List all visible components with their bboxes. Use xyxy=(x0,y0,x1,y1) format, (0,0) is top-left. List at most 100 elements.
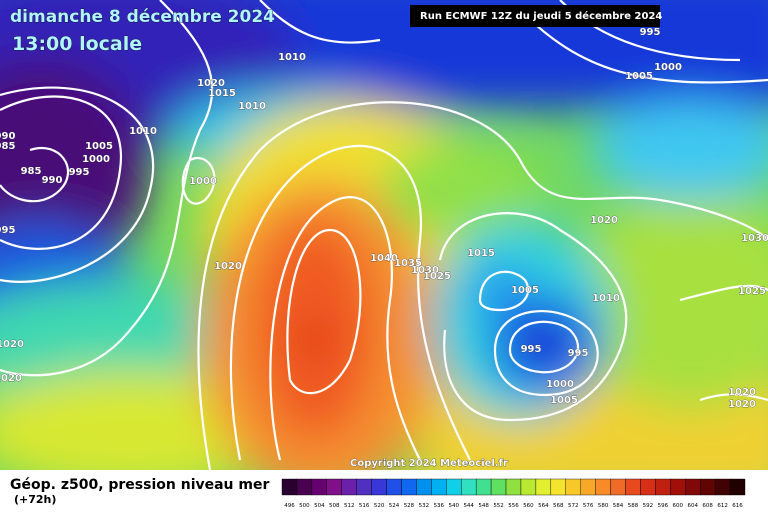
scale-label: 568 xyxy=(553,503,564,509)
isobar-label: 1020 xyxy=(590,215,618,226)
title: dimanche 8 décembre 2024 xyxy=(10,7,275,27)
scale-label: 532 xyxy=(419,503,430,509)
scale-swatch xyxy=(311,478,328,496)
scale-swatch xyxy=(520,478,537,496)
isobar-label: 1010 xyxy=(278,52,306,63)
copyright: Copyright 2024 Meteociel.fr xyxy=(350,458,508,469)
field: 1010102010151010101010051000995990985990… xyxy=(0,0,768,470)
isobar-label: 1030 xyxy=(411,265,439,276)
scale-swatch xyxy=(565,478,581,496)
scale-label: 512 xyxy=(344,503,355,509)
scale-label: 520 xyxy=(374,503,385,509)
scale-swatch xyxy=(341,478,357,496)
scale-label: 612 xyxy=(717,503,728,509)
scale-label: 608 xyxy=(702,503,713,509)
scale-label: 548 xyxy=(478,503,489,509)
scale-label: 600 xyxy=(673,503,684,509)
scale-label: 556 xyxy=(508,503,519,509)
scale-swatch xyxy=(490,478,507,496)
scale-swatch xyxy=(699,478,716,496)
scale-swatch xyxy=(535,478,552,496)
scale-swatch xyxy=(685,478,701,496)
scale-swatch xyxy=(655,478,671,496)
footer-label: Géop. z500, pression niveau mer xyxy=(10,477,269,493)
isobar-label: 1005 xyxy=(511,285,539,296)
isobar-label: 1035 xyxy=(394,258,422,269)
isobar-label: 1020 xyxy=(728,387,756,398)
scale-swatch xyxy=(625,478,641,496)
scale-swatch xyxy=(475,478,492,496)
scale-label: 596 xyxy=(658,503,669,509)
isobar-label: 1010 xyxy=(129,126,157,137)
scale-label: 528 xyxy=(404,503,415,509)
isobar-label: 1030 xyxy=(741,233,768,244)
isobar-label: 985 xyxy=(21,166,42,177)
isobar-label: 990 xyxy=(42,175,63,186)
isobar-label: 985 xyxy=(0,141,15,152)
scale-label: 496 xyxy=(284,503,295,509)
scale-swatch xyxy=(461,478,477,496)
scale-swatch xyxy=(296,478,313,496)
scale-swatch xyxy=(505,478,522,496)
scale-swatch xyxy=(281,478,298,496)
run-info: Run ECMWF 12Z du jeudi 5 décembre 2024 xyxy=(420,10,662,22)
scale-label: 572 xyxy=(568,503,579,509)
isobar-label: 1000 xyxy=(546,379,574,390)
scale-label: 564 xyxy=(538,503,549,509)
scale-swatch xyxy=(356,478,372,496)
scale-label: 544 xyxy=(463,503,474,509)
scale-label: 500 xyxy=(299,503,310,509)
scale-swatch xyxy=(416,478,432,496)
scale-label: 504 xyxy=(314,503,325,509)
isobar-label: 1005 xyxy=(625,71,653,82)
isobar-label: 1020 xyxy=(0,339,24,350)
isobar-label: 995 xyxy=(0,225,15,236)
scale-swatch xyxy=(640,478,656,496)
isobar-label: 995 xyxy=(521,344,542,355)
scale-swatch xyxy=(401,478,417,496)
color-scale: 496 500 504 508 512 516 520 524 528 532 536 540 544 5… xyxy=(281,478,746,509)
scale-label: 580 xyxy=(598,503,609,509)
isobar-label: 995 xyxy=(640,27,661,38)
scale-label: 508 xyxy=(329,503,340,509)
isobar-label: 1005 xyxy=(85,141,113,152)
scale-label: 540 xyxy=(449,503,460,509)
scale-label: 536 xyxy=(434,503,445,509)
isobar-label: 1015 xyxy=(467,248,495,259)
scale-label: 560 xyxy=(523,503,534,509)
scale-label: 552 xyxy=(493,503,504,509)
isobar-label: 1020 xyxy=(197,78,225,89)
isobar-label: 1010 xyxy=(238,101,266,112)
scale-swatch xyxy=(550,478,566,496)
subtitle: 13:00 locale xyxy=(12,33,142,55)
isobar-label: 1040 xyxy=(370,253,398,264)
isobar-label: 1025 xyxy=(738,286,766,297)
isobar-label: 1025 xyxy=(423,271,451,282)
scale-label: 524 xyxy=(389,503,400,509)
scale-label: 516 xyxy=(359,503,370,509)
scale-label: 616 xyxy=(732,503,743,509)
scale-label: 576 xyxy=(583,503,594,509)
scale-swatch xyxy=(386,478,402,496)
scale-swatch xyxy=(371,478,387,496)
isobar-label: 1020 xyxy=(0,373,22,384)
isobar-label: 1020 xyxy=(728,399,756,410)
scale-label: 588 xyxy=(628,503,639,509)
scale-label: 584 xyxy=(613,503,624,509)
scale-swatch xyxy=(595,478,611,496)
run-box xyxy=(410,5,660,27)
scale-swatch xyxy=(729,478,746,496)
scale-label: 592 xyxy=(643,503,654,509)
isobar-label: 995 xyxy=(568,348,589,359)
isobar-label: 995 xyxy=(69,167,90,178)
isobar-label: 1000 xyxy=(189,176,217,187)
isobar-label: 1005 xyxy=(550,395,578,406)
isobar-label: 1000 xyxy=(82,154,110,165)
isobar-labels: 1010102010151010101010051000995990985990… xyxy=(0,27,768,411)
lead-time: (+72h) xyxy=(14,493,56,506)
isobar-label: 1010 xyxy=(592,293,620,304)
scale-label: 604 xyxy=(687,503,698,509)
isobar-label: 990 xyxy=(0,131,15,142)
scale-swatch xyxy=(326,478,342,496)
